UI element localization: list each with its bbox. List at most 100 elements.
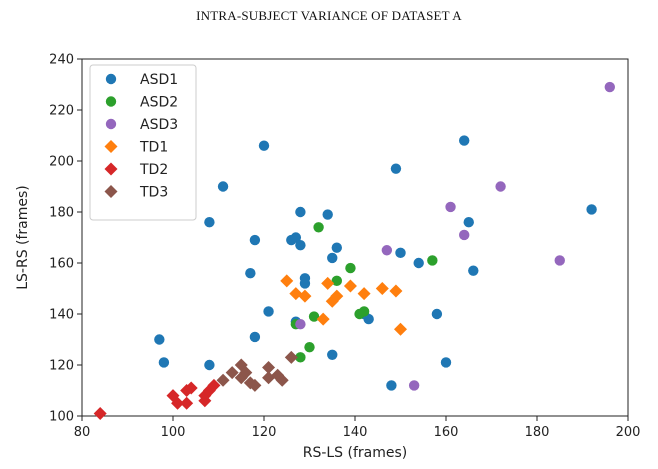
data-point-asd1 (459, 135, 470, 146)
legend-marker-asd3 (105, 118, 117, 130)
data-point-asd1 (440, 357, 452, 368)
legend-marker-td2 (104, 162, 118, 176)
legend-label-td3: TD3 (139, 185, 168, 201)
data-point-asd1 (217, 181, 229, 192)
data-point-asd1 (327, 349, 338, 360)
data-point-td3 (216, 373, 230, 387)
data-point-td1 (289, 287, 303, 301)
data-point-asd1 (327, 252, 338, 264)
axes-layer: 80 100 120 140 160 180 20010012014016018020022… (49, 53, 640, 441)
data-point-asd1 (299, 273, 311, 284)
data-point-asd3 (459, 229, 470, 241)
data-point-td3 (239, 366, 253, 380)
y-tick-label: 160 (49, 257, 74, 272)
series-asd1 (154, 135, 597, 391)
data-point-asd1 (204, 359, 215, 371)
y-tick-label: 180 (49, 206, 74, 221)
series-td3 (216, 350, 298, 392)
x-tick-label: 120 (252, 425, 277, 440)
series-td1 (280, 274, 407, 336)
data-point-td1 (280, 274, 294, 288)
data-point-asd3 (495, 181, 506, 192)
data-point-td2 (207, 378, 221, 392)
legend-label-asd3: ASD3 (140, 117, 178, 133)
x-tick-label: 200 (616, 425, 641, 440)
chart-title: INTRA-SUBJECT VARIANCE OF DATASET A (196, 8, 462, 23)
legend-marker-td1 (104, 140, 118, 153)
legend-marker-asd2 (105, 96, 117, 107)
y-tick-label: 120 (49, 359, 74, 374)
legend-label-asd1: ASD1 (140, 72, 178, 88)
data-point-td3 (248, 378, 262, 392)
data-point-asd2 (358, 306, 370, 317)
data-point-asd3 (295, 319, 306, 330)
data-point-asd1 (295, 206, 306, 218)
data-point-asd1 (586, 204, 597, 215)
legend-label-td1: TD1 (139, 140, 168, 156)
data-point-td1 (394, 322, 407, 336)
data-point-td3 (225, 366, 239, 380)
data-point-asd2 (331, 275, 342, 287)
x-tick-label: 100 (161, 425, 186, 440)
x-axis-label: RS-LS (frames) (303, 445, 408, 461)
data-point-asd1 (258, 140, 270, 151)
data-point-td3 (284, 350, 298, 364)
data-point-asd3 (408, 380, 420, 391)
data-point-asd1 (245, 268, 256, 279)
data-point-td1 (343, 279, 357, 293)
data-point-asd1 (331, 242, 342, 253)
y-tick-label: 200 (49, 155, 74, 170)
data-point-asd1 (290, 232, 302, 243)
data-point-td3 (262, 371, 276, 385)
data-point-asd1 (158, 357, 170, 368)
data-point-asd2 (304, 341, 315, 353)
data-point-td1 (321, 276, 335, 290)
x-tick-label: 180 (525, 425, 550, 440)
data-point-td1 (330, 289, 344, 303)
x-tick-label: 140 (343, 425, 368, 440)
legend-label-td2: TD2 (139, 162, 168, 178)
data-point-asd3 (604, 81, 615, 93)
data-point-asd1 (386, 380, 397, 391)
series-asd3 (295, 81, 615, 391)
data-point-asd1 (395, 247, 406, 258)
data-point-asd1 (468, 265, 479, 276)
data-point-asd1 (204, 217, 215, 228)
data-point-asd2 (313, 222, 324, 233)
data-point-asd2 (345, 262, 356, 274)
y-tick-label: 140 (49, 308, 74, 323)
data-point-asd3 (381, 245, 393, 256)
data-point-asd1 (263, 306, 274, 317)
points-layer (93, 81, 615, 420)
data-point-asd2 (308, 311, 320, 322)
data-point-td3 (275, 373, 289, 387)
series-td2 (93, 378, 221, 420)
legend-label-asd2: ASD2 (140, 95, 178, 111)
data-point-td2 (184, 381, 198, 395)
data-point-asd3 (445, 201, 456, 213)
legend: ASD1 ASD2 ASD3 TD1 TD2 TD3 (89, 64, 197, 221)
data-point-td1 (298, 289, 312, 303)
x-tick-label: 80 (74, 425, 91, 440)
data-point-asd2 (427, 255, 438, 266)
data-point-td2 (171, 396, 185, 410)
data-point-td2 (180, 396, 194, 410)
data-point-asd1 (363, 313, 374, 325)
y-tick-label: 100 (49, 410, 74, 425)
data-point-td1 (375, 282, 389, 295)
data-point-asd2 (295, 352, 306, 363)
data-point-td1 (357, 287, 371, 301)
legend-box (89, 64, 197, 221)
data-point-asd1 (322, 209, 333, 220)
data-point-td2 (93, 406, 107, 420)
data-point-asd3 (554, 255, 565, 266)
legend-marker-asd1 (105, 73, 117, 85)
data-point-td1 (316, 312, 330, 326)
y-tick-label: 240 (49, 53, 74, 68)
data-point-asd1 (463, 217, 474, 228)
data-point-asd1 (295, 239, 306, 251)
y-tick-label: 220 (49, 104, 74, 119)
data-point-asd1 (413, 257, 424, 269)
data-point-asd1 (249, 234, 261, 246)
